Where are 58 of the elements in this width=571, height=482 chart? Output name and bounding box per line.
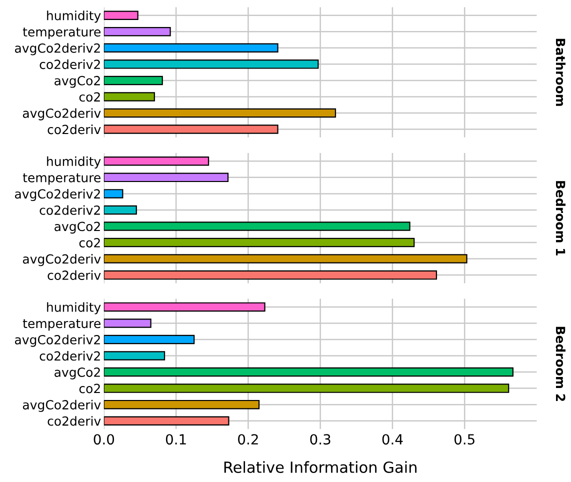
y2-axis-title: Bathroom xyxy=(556,38,566,106)
bar xyxy=(104,10,138,20)
bar xyxy=(104,205,137,215)
bar xyxy=(104,270,438,280)
y2-axis-title: Bedroom 1 xyxy=(556,181,566,256)
bar xyxy=(104,416,230,426)
x-tick-label: 0.5 xyxy=(454,434,474,445)
x-tick-label: 0.0 xyxy=(94,434,114,445)
bar xyxy=(104,334,195,344)
bar xyxy=(104,124,278,134)
y-tick-label: avgCo2 xyxy=(54,76,100,88)
bar xyxy=(104,27,171,36)
y-tick-label: co2deriv2 xyxy=(40,205,100,215)
bar xyxy=(104,108,336,118)
bar xyxy=(104,92,155,102)
bar xyxy=(104,384,510,393)
x-tick-label: 0.2 xyxy=(238,434,258,445)
y-tick-label: avgCo2 xyxy=(54,222,100,234)
x-tick-label: 0.4 xyxy=(382,434,403,445)
y-tick-label: humidity xyxy=(47,10,101,23)
x-axis-title: Relative Information Gain xyxy=(224,461,416,473)
y-tick-label: avgCo2deriv2 xyxy=(14,188,100,202)
y-tick-label: co2deriv xyxy=(48,416,101,426)
y-tick-label: co2 xyxy=(79,384,100,394)
y2-axis-title: Bedroom 2 xyxy=(556,326,566,401)
bar xyxy=(104,60,319,69)
y-tick-label: co2deriv xyxy=(48,270,101,280)
y-tick-label: co2 xyxy=(79,238,100,248)
bar xyxy=(104,254,468,264)
y-tick-label: avgCo2deriv xyxy=(22,400,101,412)
bar xyxy=(104,351,166,360)
bar xyxy=(104,302,266,312)
y-tick-label: co2deriv xyxy=(48,124,101,134)
bar xyxy=(104,367,514,377)
y-tick-label: co2 xyxy=(79,92,100,102)
bar xyxy=(104,156,210,166)
y-tick-label: avgCo2 xyxy=(54,368,100,380)
x-tick-label: 0.3 xyxy=(310,434,330,445)
bar xyxy=(104,222,410,231)
bar xyxy=(104,189,124,198)
bar xyxy=(104,172,229,182)
y-tick-label: avgCo2deriv xyxy=(22,108,101,120)
y-tick-label: avgCo2deriv2 xyxy=(14,43,100,56)
bar xyxy=(104,318,152,328)
y-tick-label: temperature xyxy=(22,28,100,39)
bar xyxy=(104,238,415,248)
y-tick-label: co2deriv2 xyxy=(40,351,100,361)
x-tick-label: 0.1 xyxy=(166,434,186,445)
y-tick-label: avgCo2deriv xyxy=(22,254,101,266)
bar xyxy=(104,400,260,410)
y-tick-label: humidity xyxy=(47,156,101,169)
bar xyxy=(104,76,163,86)
y-tick-label: humidity xyxy=(47,302,101,314)
bar xyxy=(104,43,278,53)
y-tick-label: co2deriv2 xyxy=(40,59,100,70)
y-tick-label: avgCo2deriv2 xyxy=(14,334,100,347)
y-tick-label: temperature xyxy=(22,319,100,331)
y-tick-label: temperature xyxy=(22,173,100,185)
